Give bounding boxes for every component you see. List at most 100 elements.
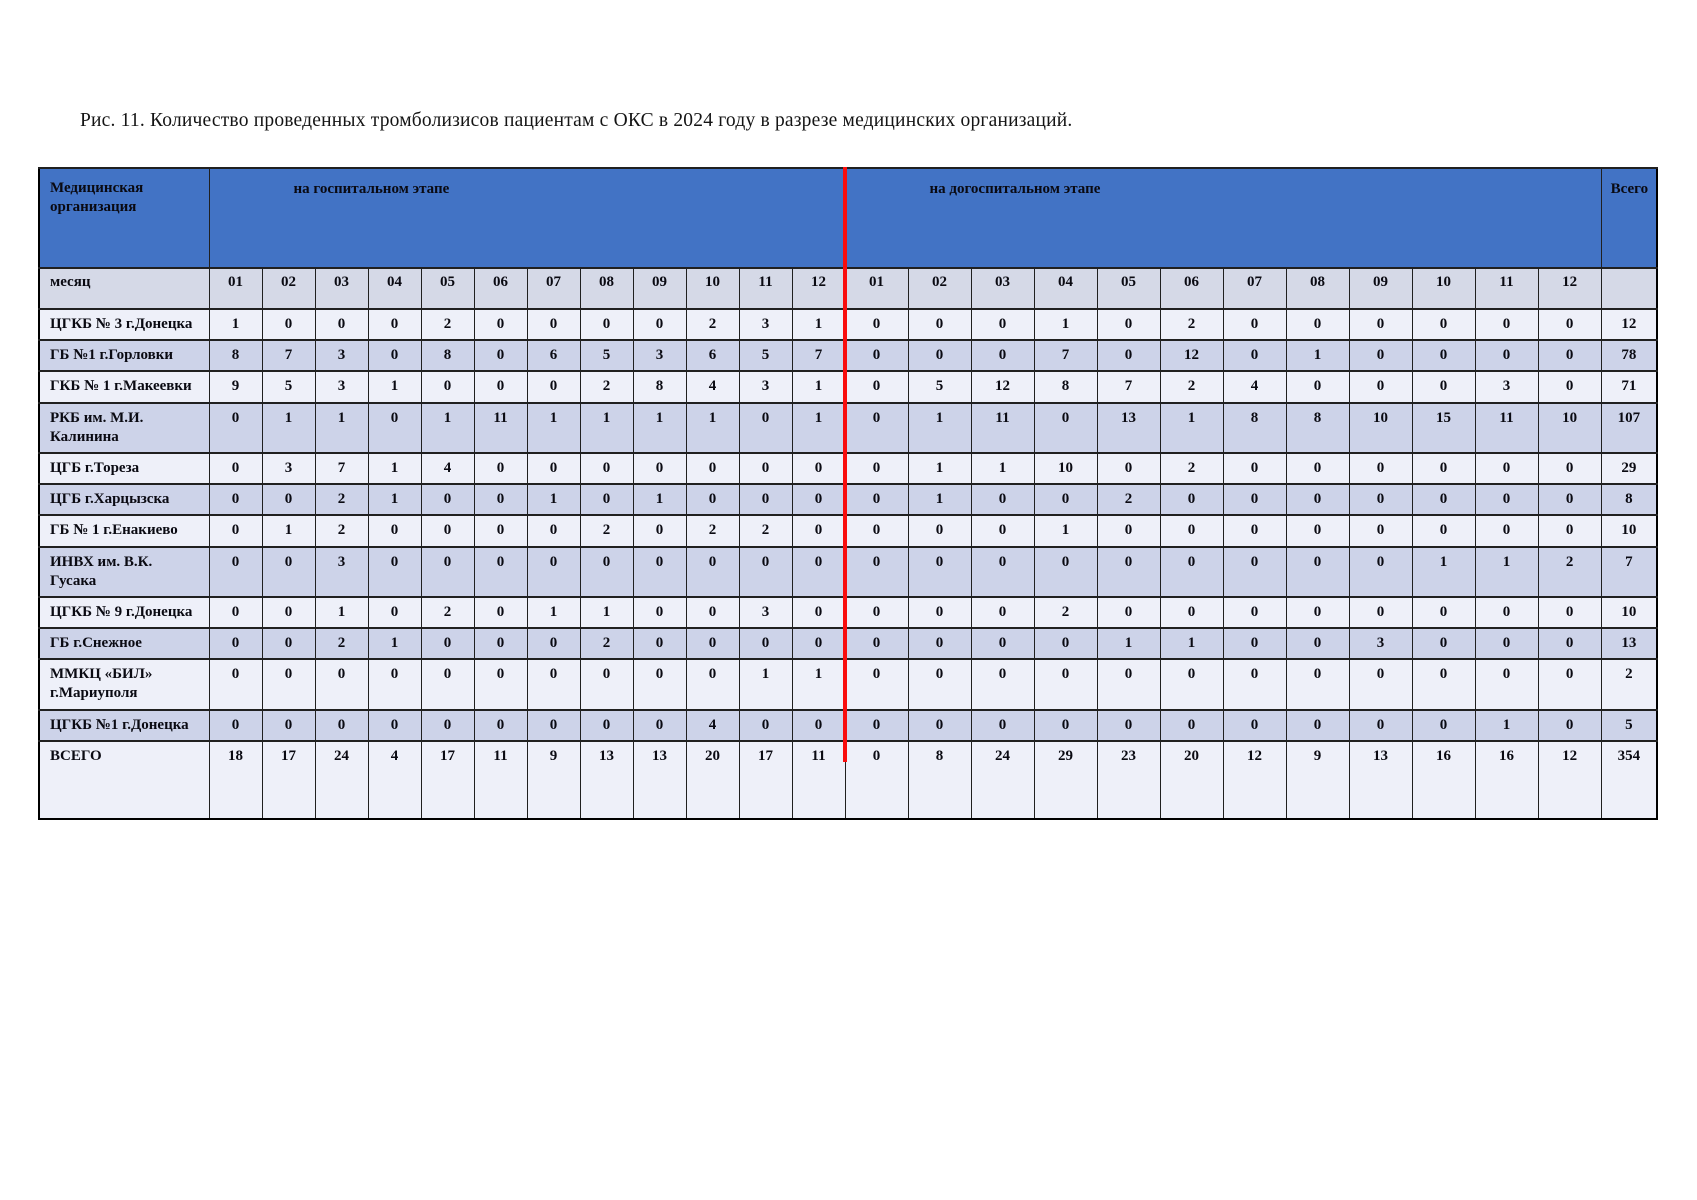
value-cell-hospital: 5 [738, 339, 793, 372]
month-header-cell: 05 [420, 267, 475, 310]
report-table: Медицинская организация на госпитальном э… [38, 167, 1659, 820]
month-header-cell: 12 [1537, 267, 1602, 310]
month-header-cell: 06 [1159, 267, 1224, 310]
value-cell-prehospital: 0 [1348, 658, 1413, 711]
month-header-cell: 05 [1096, 267, 1161, 310]
month-label-cell: месяц [38, 267, 210, 310]
value-cell-prehospital: 0 [844, 658, 909, 711]
value-cell-prehospital: 0 [1285, 658, 1350, 711]
value-cell-hospital: 0 [314, 307, 369, 341]
value-cell-prehospital: 0 [970, 483, 1035, 516]
value-cell-prehospital: 2 [1537, 545, 1602, 598]
value-cell-hospital: 3 [738, 307, 793, 341]
value-cell-prehospital: 0 [1537, 514, 1602, 548]
value-cell-hospital: 0 [473, 370, 528, 404]
value-cell-hospital: 5 [261, 370, 316, 404]
value-cell-hospital: 3 [261, 451, 316, 485]
value-cell-hospital: 6 [526, 339, 581, 372]
value-cell-prehospital: 0 [907, 307, 972, 341]
value-cell-prehospital: 0 [1033, 658, 1098, 711]
value-cell-hospital: 1 [314, 595, 369, 629]
value-cell-hospital: 0 [685, 451, 740, 485]
month-header-cell: 07 [1222, 267, 1287, 310]
value-cell-hospital: 0 [420, 483, 475, 516]
value-cell-hospital: 1 [579, 595, 634, 629]
value-cell-prehospital: 0 [970, 658, 1035, 711]
value-cell-prehospital: 0 [1222, 483, 1287, 516]
table-row: ГКБ № 1 г.Макеевки 9 5 3 1 0 0 0 2 8 4 3 1 0 5 12 8 7 2 4 0 0… [38, 370, 1658, 404]
org-name-cell: ГБ №1 г.Горловки [38, 339, 210, 372]
total-cell: 10 [1600, 514, 1658, 548]
total-cell: 12 [1600, 307, 1658, 341]
value-cell-hospital: 1 [367, 451, 422, 485]
value-cell-prehospital: 0 [1411, 483, 1476, 516]
value-cell-prehospital: 0 [907, 339, 972, 372]
value-cell-prehospital: 10 [1537, 401, 1602, 454]
value-cell-prehospital: 0 [1096, 307, 1161, 341]
value-cell-prehospital: 8 [1222, 401, 1287, 454]
value-cell-prehospital: 4 [1222, 370, 1287, 404]
month-header-cell: 10 [1411, 267, 1476, 310]
value-cell-hospital: 0 [208, 658, 263, 711]
total-header-cell: Всего [1600, 167, 1658, 269]
value-cell-prehospital: 0 [1159, 514, 1224, 548]
value-cell-hospital: 11 [791, 739, 846, 820]
value-cell-hospital: 1 [420, 401, 475, 454]
value-cell-hospital: 8 [632, 370, 687, 404]
value-cell-hospital: 0 [526, 370, 581, 404]
value-cell-prehospital: 7 [1096, 370, 1161, 404]
table-row: ЦГКБ №1 г.Донецка 0 0 0 0 0 0 0 0 0 4 0 0 0 0 0 0 0 0 0 0 0 0 1… [38, 708, 1658, 742]
value-cell-hospital: 3 [738, 595, 793, 629]
value-cell-hospital: 0 [526, 708, 581, 742]
value-cell-hospital: 0 [579, 708, 634, 742]
value-cell-hospital: 4 [367, 739, 422, 820]
value-cell-hospital: 0 [420, 514, 475, 548]
value-cell-prehospital: 1 [1474, 545, 1539, 598]
table-wrapper: Медицинская организация на госпитальном э… [38, 167, 1659, 820]
value-cell-prehospital: 0 [907, 627, 972, 660]
value-cell-hospital: 17 [420, 739, 475, 820]
value-cell-prehospital: 0 [844, 514, 909, 548]
value-cell-hospital: 2 [420, 595, 475, 629]
value-cell-prehospital: 12 [1537, 739, 1602, 820]
value-cell-prehospital: 0 [1474, 451, 1539, 485]
value-cell-hospital: 0 [473, 595, 528, 629]
value-cell-hospital: 0 [632, 307, 687, 341]
org-name-cell: ГБ г.Снежное [38, 627, 210, 660]
value-cell-prehospital: 12 [1222, 739, 1287, 820]
total-cell: 8 [1600, 483, 1658, 516]
value-cell-hospital: 1 [526, 401, 581, 454]
value-cell-prehospital: 0 [1411, 307, 1476, 341]
value-cell-prehospital: 0 [1096, 545, 1161, 598]
value-cell-prehospital: 0 [1537, 658, 1602, 711]
value-cell-hospital: 3 [738, 370, 793, 404]
value-cell-hospital: 7 [791, 339, 846, 372]
value-cell-prehospital: 2 [1159, 307, 1224, 341]
value-cell-prehospital: 0 [1285, 307, 1350, 341]
value-cell-prehospital: 0 [1222, 545, 1287, 598]
value-cell-hospital: 0 [579, 658, 634, 711]
value-cell-prehospital: 2 [1159, 451, 1224, 485]
value-cell-prehospital: 9 [1285, 739, 1350, 820]
value-cell-hospital: 1 [526, 595, 581, 629]
value-cell-hospital: 1 [314, 401, 369, 454]
value-cell-prehospital: 1 [970, 451, 1035, 485]
value-cell-hospital: 0 [632, 514, 687, 548]
value-cell-hospital: 0 [791, 627, 846, 660]
value-cell-prehospital: 15 [1411, 401, 1476, 454]
value-cell-hospital: 0 [208, 451, 263, 485]
value-cell-hospital: 2 [738, 514, 793, 548]
value-cell-prehospital: 0 [1033, 545, 1098, 598]
value-cell-prehospital: 0 [1411, 595, 1476, 629]
value-cell-prehospital: 0 [1537, 370, 1602, 404]
value-cell-prehospital: 0 [844, 627, 909, 660]
value-cell-prehospital: 8 [1285, 401, 1350, 454]
table-row: ЦГКБ № 9 г.Донецка 0 0 1 0 2 0 1 1 0 0 3 0 0 0 0 2 0 0 0 0 0 0… [38, 595, 1658, 629]
value-cell-hospital: 0 [791, 708, 846, 742]
value-cell-prehospital: 7 [1033, 339, 1098, 372]
value-cell-prehospital: 0 [1285, 514, 1350, 548]
value-cell-hospital: 3 [632, 339, 687, 372]
value-cell-prehospital: 0 [1222, 708, 1287, 742]
total-header-spacer [1600, 267, 1658, 310]
value-cell-hospital: 1 [791, 307, 846, 341]
